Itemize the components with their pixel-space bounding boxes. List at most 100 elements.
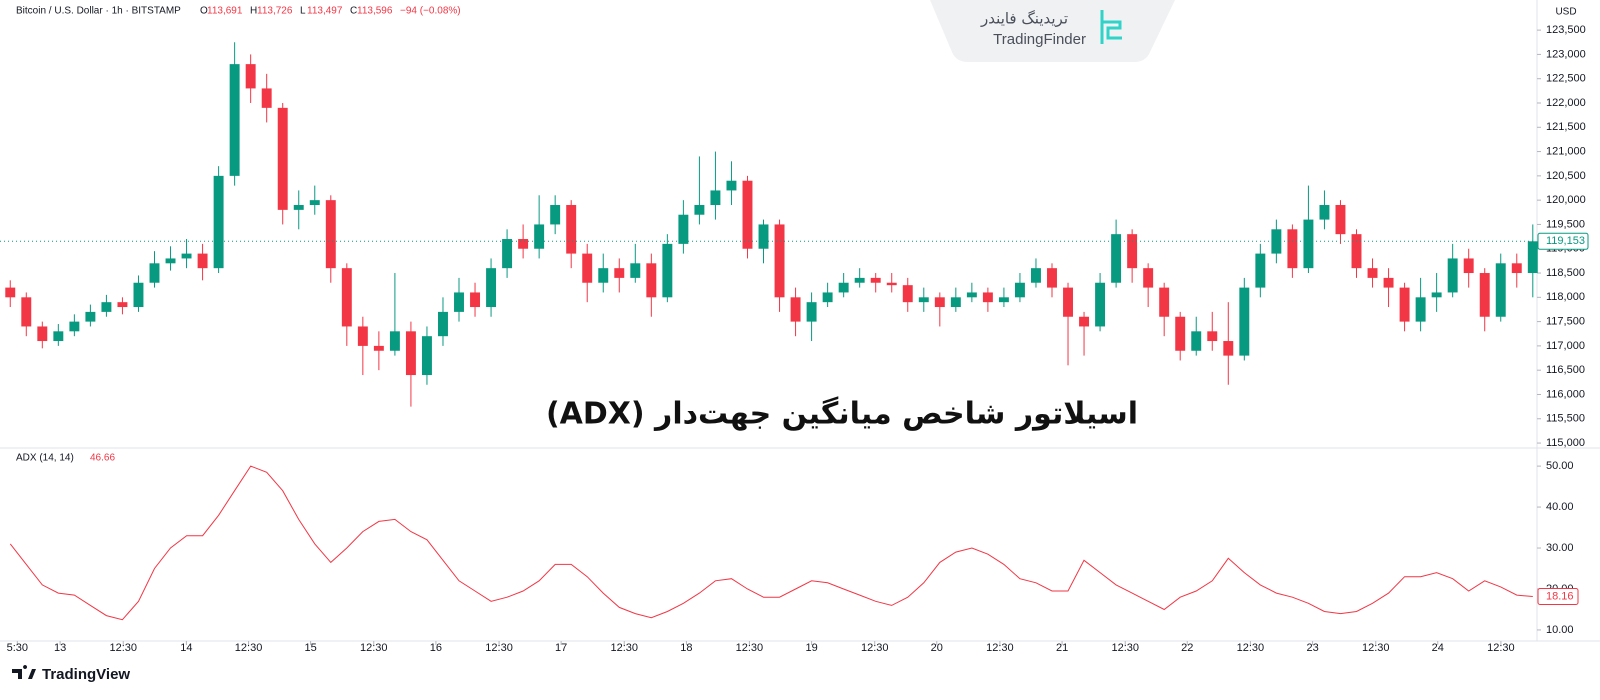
candle-body: [1511, 263, 1522, 274]
candle-body: [502, 239, 513, 269]
candle-body: [934, 297, 945, 308]
candle-body: [421, 336, 432, 376]
ohlc-legend: O 113,691 H 113,726 L 113,497 C 113,596 −94 (−0.…: [200, 6, 461, 17]
x-tick-label: 15: [304, 642, 316, 654]
ohlc-key: O: [200, 6, 208, 17]
x-tick-label: 20: [931, 642, 943, 654]
y-tick-label: 116,500: [1546, 364, 1585, 376]
candle-body: [806, 302, 817, 322]
candle-body: [1367, 268, 1378, 278]
candle-body: [53, 331, 64, 342]
x-tick-label: 12:30: [1487, 642, 1515, 654]
ohlc-value: 113,726: [257, 6, 293, 17]
y-tick-label: 122,500: [1546, 73, 1586, 85]
x-tick-label: 24: [1432, 642, 1444, 654]
candle-body: [309, 200, 320, 206]
candle-body: [550, 205, 561, 225]
candle-body: [790, 297, 801, 322]
candle-body: [774, 224, 785, 298]
candle-body: [1479, 273, 1490, 317]
candle-body: [1014, 282, 1025, 298]
y-tick-label: 121,000: [1546, 145, 1586, 157]
footer-brand: TradingView: [42, 666, 130, 683]
brand-latin: TradingFinder: [993, 31, 1086, 48]
candle-body: [69, 321, 80, 332]
candle-body: [1175, 316, 1186, 351]
candle-body: [357, 326, 368, 346]
last-value-box: [1537, 588, 1579, 606]
candle-body: [149, 263, 160, 283]
candle-body: [902, 285, 913, 303]
x-tick-label: 12:30: [360, 642, 388, 654]
candle-body: [1255, 253, 1266, 288]
candle-body: [1207, 331, 1218, 342]
candle-body: [1431, 292, 1442, 298]
candle-body: [518, 239, 529, 249]
candle-body: [261, 88, 272, 108]
candle-body: [1030, 268, 1041, 283]
x-tick-label: 12:30: [485, 642, 513, 654]
x-tick-label: 12:30: [109, 642, 137, 654]
y-tick-label: 116,000: [1546, 388, 1585, 400]
x-tick-label: 12:30: [235, 642, 263, 654]
x-tick-label: 17: [555, 642, 567, 654]
candle-body: [1527, 241, 1538, 274]
candle-body: [1463, 258, 1474, 274]
y-tick-label: 115,500: [1546, 413, 1585, 425]
candle-body: [822, 292, 833, 303]
x-tick-label: 19: [805, 642, 817, 654]
candle-body: [534, 224, 545, 249]
candle-body: [1095, 282, 1106, 327]
candle-body: [37, 326, 48, 342]
y-tick-label: 120,000: [1546, 194, 1586, 206]
candle-body: [630, 263, 641, 278]
candle-body: [918, 297, 929, 303]
candle-body: [1143, 268, 1154, 288]
candle-body: [726, 180, 737, 191]
x-tick-label: 12:30: [1362, 642, 1390, 654]
candle-body: [598, 268, 609, 283]
y-tick-label: 40.00: [1546, 501, 1574, 513]
ohlc-value: 113,691: [207, 6, 243, 17]
x-tick-label: 12:30: [986, 642, 1014, 654]
candle-body: [1351, 234, 1362, 269]
candle-body: [1079, 316, 1090, 327]
y-tick-label: 122,000: [1546, 97, 1586, 109]
brand-icon: [1100, 10, 1122, 44]
candle-body: [165, 258, 176, 264]
tradingview-logo: [12, 665, 36, 679]
candle-body: [1319, 205, 1330, 220]
candle-body: [614, 268, 625, 278]
candle-body: [758, 224, 769, 249]
candle-body: [341, 268, 352, 327]
candle-body: [470, 292, 480, 308]
ohlc-value: 113,497: [307, 6, 343, 17]
candle-body: [662, 243, 673, 298]
ohlc-key: C: [350, 6, 357, 17]
adx-line: [9, 465, 1533, 621]
candle-body: [5, 287, 16, 298]
candle-body: [1415, 297, 1426, 322]
candle-body: [405, 331, 416, 376]
candle-body: [1303, 219, 1314, 269]
x-tick-label: 12:30: [1237, 642, 1265, 654]
candle-body: [1111, 234, 1122, 283]
candle-body: [1159, 287, 1170, 317]
candle-body: [950, 297, 961, 308]
ohlc-change: −94 (−0.08%): [400, 6, 461, 17]
brand-persian: تریدینگ فایندر: [980, 10, 1068, 28]
y-tick-label: 115,000: [1546, 437, 1585, 449]
candle-body: [1239, 287, 1250, 356]
candle-body: [966, 292, 977, 298]
candle-body: [678, 214, 689, 244]
candle-body: [293, 205, 304, 210]
candle-body: [566, 205, 577, 254]
candle-body: [133, 282, 144, 308]
x-tick-label: 12:30: [610, 642, 638, 654]
candle-body: [646, 263, 657, 298]
y-tick-label: 118,000: [1546, 291, 1585, 303]
candle-body: [181, 253, 192, 259]
candle-body: [21, 297, 32, 327]
